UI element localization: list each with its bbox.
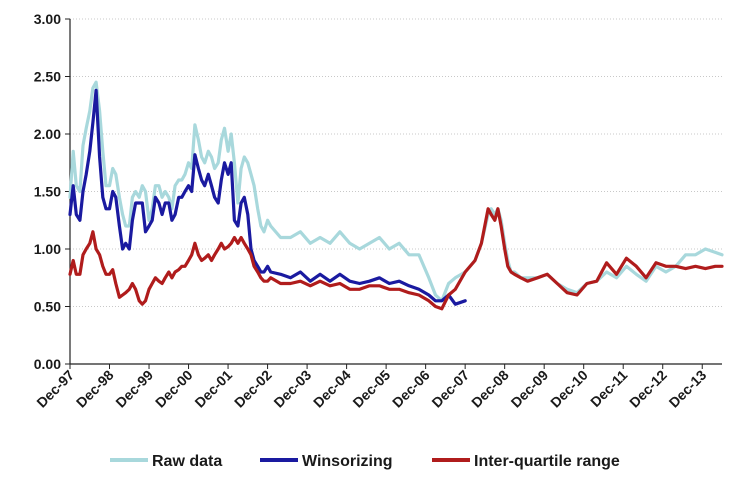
x-tick-label: Dec-13 [666, 367, 710, 411]
y-tick-label: 2.50 [34, 69, 61, 85]
series-line-inter-quartile-range [68, 207, 724, 311]
legend-label: Inter-quartile range [474, 453, 620, 470]
legend-item: Winsorizing [260, 453, 393, 470]
x-tick-label: Dec-11 [587, 367, 630, 410]
series-line-winsorizing [68, 88, 467, 306]
x-tick-label: Dec-06 [389, 367, 433, 411]
gridlines [70, 18, 722, 307]
x-tick-label: Dec-03 [270, 367, 314, 411]
series-line-raw-data [68, 80, 724, 303]
x-tick-label: Dec-10 [547, 367, 591, 411]
x-tick-label: Dec-98 [73, 367, 117, 411]
x-tick-label: Dec-04 [310, 367, 354, 411]
x-tick-label: Dec-00 [152, 367, 196, 411]
y-tick-label: 1.50 [34, 184, 61, 200]
x-tick-label: Dec-97 [33, 367, 77, 411]
y-tick-label: 0.50 [34, 299, 61, 315]
y-axis-tick-labels: 0.00 0.50 1.00 1.50 2.00 2.50 3.00 [34, 11, 61, 372]
x-axis-tick-labels: Dec-97Dec-98Dec-99Dec-00Dec-01Dec-02Dec-… [33, 367, 709, 411]
y-tick-label: 0.00 [34, 356, 61, 372]
x-tick-label: Dec-02 [231, 367, 275, 411]
x-tick-label: Dec-05 [349, 367, 393, 411]
legend-item: Inter-quartile range [432, 453, 620, 470]
legend-label: Raw data [152, 453, 222, 470]
y-tick-label: 2.00 [34, 126, 61, 142]
y-tick-label: 1.00 [34, 241, 61, 257]
series-lines [68, 80, 724, 311]
x-tick-label: Dec-08 [468, 367, 512, 411]
x-tick-label: Dec-12 [626, 367, 670, 411]
y-tick-label: 3.00 [34, 11, 61, 27]
legend: Raw data Winsorizing Inter-quartile range [110, 453, 620, 470]
x-tick-label: Dec-01 [191, 367, 235, 411]
x-tick-label: Dec-09 [508, 367, 552, 411]
x-tick-label: Dec-07 [428, 367, 472, 411]
legend-label: Winsorizing [302, 453, 393, 470]
x-tick-label: Dec-99 [112, 367, 156, 411]
legend-item: Raw data [110, 453, 222, 470]
